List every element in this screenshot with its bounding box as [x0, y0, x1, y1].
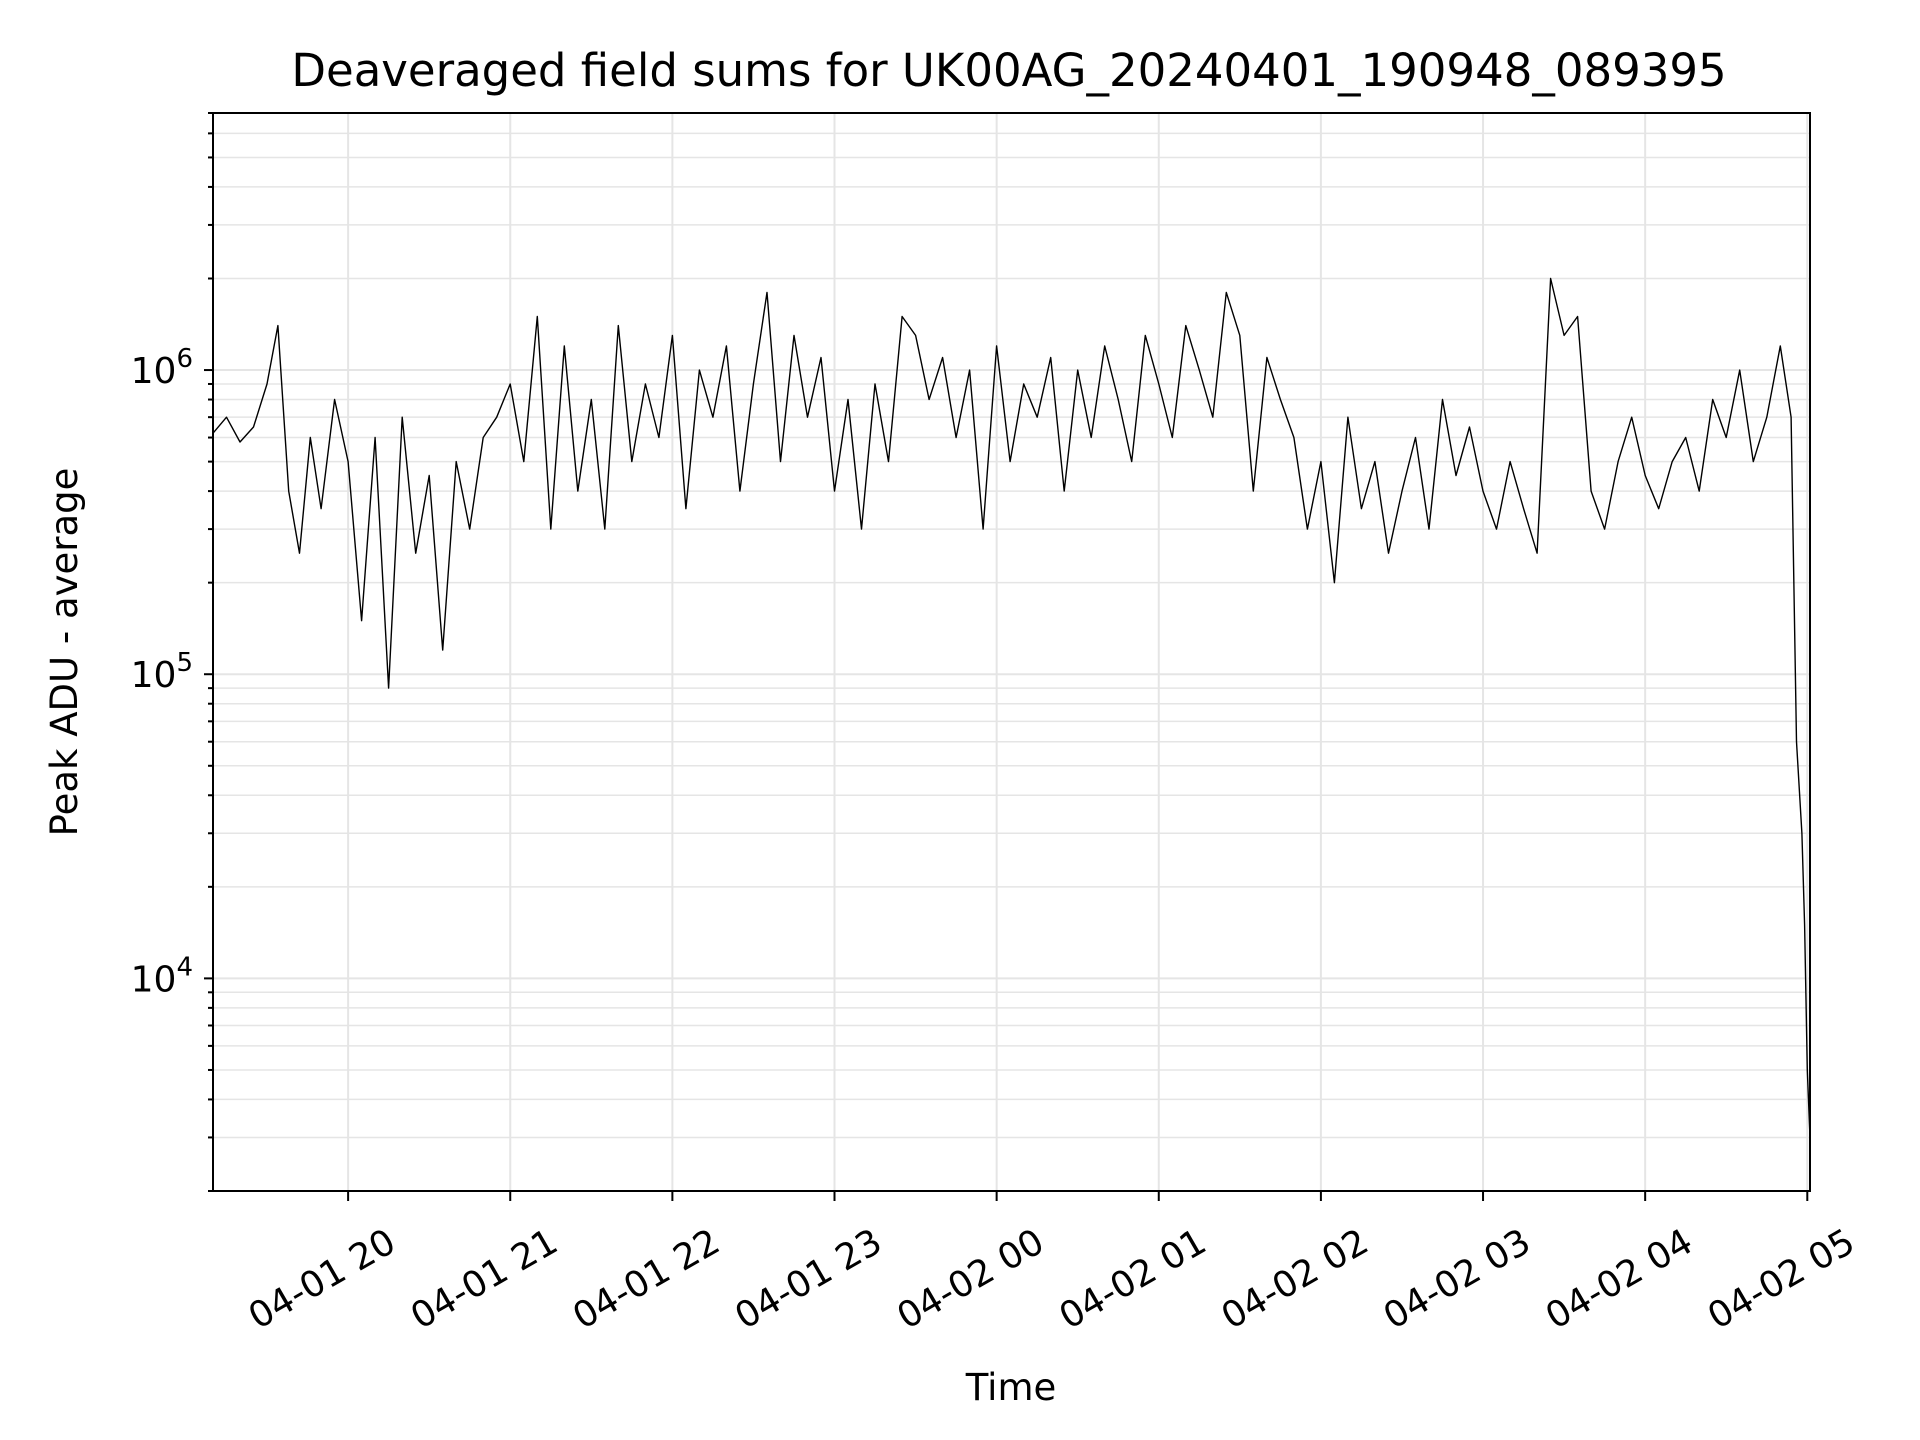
y-tick-label: 104 [131, 952, 193, 1000]
y-tick-label: 106 [131, 344, 193, 392]
chart-title: Deaveraged field sums for UK00AG_2024040… [291, 44, 1726, 97]
x-axis-label: Time [965, 1366, 1057, 1409]
grid [213, 112, 1810, 1192]
y-axis: 104 105 106 [131, 112, 213, 1192]
y-tick-label: 105 [131, 648, 193, 696]
series-line [212, 277, 1811, 1138]
y-axis-label: Peak ADU - average [43, 468, 86, 837]
plot-frame [212, 112, 1811, 1192]
